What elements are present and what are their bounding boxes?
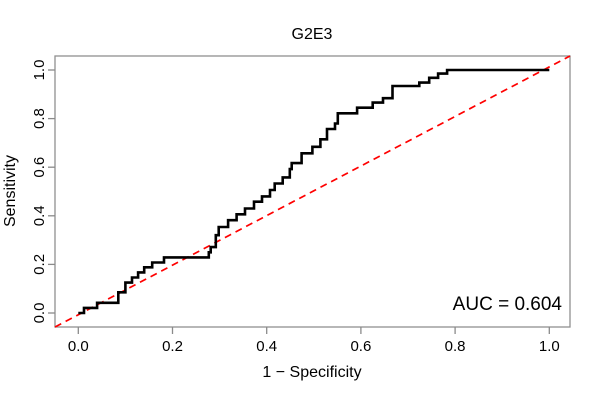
y-tick-label: 0.6 (31, 157, 48, 178)
y-tick-label: 0.2 (31, 254, 48, 275)
x-axis-label: 1 − Specificity (262, 364, 361, 381)
y-tick-label: 0.4 (31, 205, 48, 226)
plot-frame (54, 55, 571, 328)
x-tick-label: 0.6 (350, 338, 371, 355)
plot-title: G2E3 (292, 26, 333, 43)
y-axis-label: Sensitivity (2, 155, 19, 227)
y-tick-label: 0.0 (31, 303, 48, 324)
roc-curve (78, 68, 550, 315)
x-tick-label: 1.0 (539, 338, 560, 355)
reference-diagonal-line (54, 55, 571, 328)
y-tick-label: 0.8 (31, 108, 48, 129)
y-tick-label: 1.0 (31, 60, 48, 81)
y-axis-ticks: 0.0 0.2 0.4 0.6 0.8 1.0 (31, 60, 55, 324)
x-tick-label: 0.0 (68, 338, 89, 355)
x-axis-ticks: 0.0 0.2 0.4 0.6 0.8 1.0 (68, 327, 560, 355)
x-tick-label: 0.4 (256, 338, 277, 355)
x-tick-label: 0.8 (445, 338, 466, 355)
auc-annotation: AUC = 0.604 (453, 294, 563, 315)
x-tick-label: 0.2 (162, 338, 183, 355)
